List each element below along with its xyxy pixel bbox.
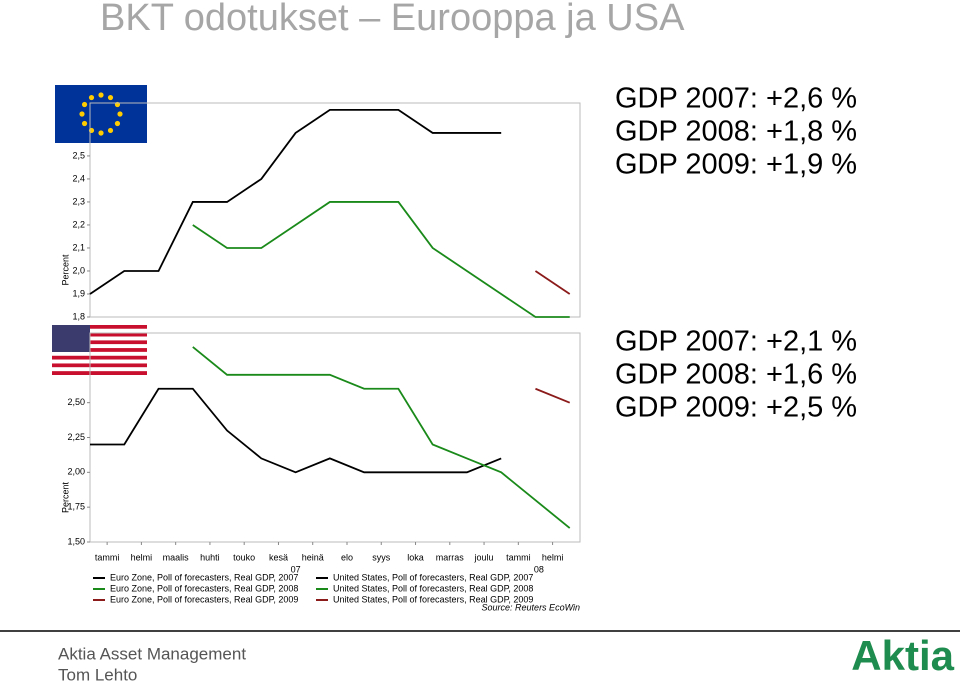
x-tick-label: huhti	[200, 552, 220, 562]
y-tick-label: 2,4	[72, 173, 85, 183]
y-axis-label: Percent	[60, 254, 70, 286]
plot-frame	[89, 332, 581, 543]
x-tick-label: elo	[341, 552, 353, 562]
flag-stripe	[52, 359, 147, 364]
y-tick-label: 2,50	[67, 397, 85, 407]
y-axis-label: Percent	[60, 481, 70, 513]
y-tick-label: 2,1	[72, 242, 85, 252]
legend-label: United States, Poll of forecasters, Real…	[333, 583, 533, 593]
flag-stripe	[52, 363, 147, 368]
y-tick-label: 2,5	[72, 150, 85, 160]
flag-star	[88, 94, 95, 101]
flag-star	[107, 94, 114, 101]
y-tick-label: 2,00	[67, 467, 85, 477]
flag-stripe	[52, 355, 147, 360]
flag-star	[114, 120, 121, 127]
flag-star	[79, 111, 85, 117]
flag-canton	[52, 325, 90, 352]
y-tick-label: 2,0	[72, 265, 85, 275]
legend-label: United States, Poll of forecasters, Real…	[333, 572, 533, 582]
y-tick-label: 2,2	[72, 219, 85, 229]
x-tick-label: helmi	[131, 552, 153, 562]
x-tick-label: joulu	[474, 552, 494, 562]
x-tick-label: kesä	[269, 552, 288, 562]
series-line	[89, 109, 502, 295]
footer-company: Aktia Asset Management	[58, 644, 246, 663]
y-tick-label: 2,3	[72, 196, 85, 206]
flag-star	[98, 92, 104, 98]
legend-label: Euro Zone, Poll of forecasters, Real GDP…	[110, 583, 298, 593]
flag-stripe	[52, 325, 147, 329]
x-tick-label: marras	[436, 552, 465, 562]
series-line	[192, 346, 571, 529]
y-tick-label: 1,8	[72, 311, 85, 321]
y-tick-label: 2,25	[67, 432, 85, 442]
plot-frame	[89, 102, 581, 318]
flag-stripe	[52, 328, 147, 333]
legend-label: Euro Zone, Poll of forecasters, Real GDP…	[110, 572, 298, 582]
x-tick-label: maalis	[163, 552, 190, 562]
flag-stripe	[52, 332, 147, 337]
flag-star	[117, 111, 123, 117]
y-tick-label: 1,9	[72, 288, 85, 298]
flag-star	[81, 120, 88, 127]
footer-author: Tom Lehto	[58, 665, 137, 681]
series-line	[535, 387, 571, 404]
year-label: 07	[291, 564, 301, 574]
flag-stars	[79, 92, 123, 136]
x-tick-label: tammi	[95, 552, 120, 562]
flag-stripe	[52, 371, 147, 375]
series-line	[534, 270, 571, 295]
source: Source: Reuters EcoWin	[482, 602, 580, 612]
flag-star	[107, 127, 114, 134]
eu-flag	[55, 85, 147, 143]
flag-stripe	[52, 344, 147, 349]
x-tick-label: tammi	[506, 552, 531, 562]
x-tick-label: loka	[407, 552, 424, 562]
flag-stripe	[52, 348, 147, 352]
flag-stripe	[52, 367, 147, 372]
gdp-forecast: GDP 2008: +1,6 %	[615, 359, 857, 391]
gdp-forecast: GDP 2008: +1,8 %	[615, 116, 857, 148]
x-tick-label: touko	[233, 552, 255, 562]
logo: Aktia	[851, 632, 954, 679]
flag-stripe	[52, 340, 147, 345]
flag-star	[81, 101, 88, 108]
y-tick-label: 1,75	[67, 502, 85, 512]
us-flag	[52, 325, 147, 375]
legend-label: United States, Poll of forecasters, Real…	[333, 594, 533, 604]
x-tick-label: heinä	[302, 552, 324, 562]
gdp-forecast: GDP 2007: +2,6 %	[615, 83, 857, 115]
flag-stripe	[52, 336, 147, 341]
series-line	[90, 387, 502, 474]
gdp-forecast: GDP 2009: +1,9 %	[615, 149, 857, 181]
gdp-forecast: GDP 2009: +2,5 %	[615, 392, 857, 424]
x-tick-label: syys	[372, 552, 391, 562]
flag-star	[98, 130, 104, 136]
y-tick-label: 1,50	[67, 536, 85, 546]
flag-stripe	[52, 351, 147, 356]
slide-title: BKT odotukset – Eurooppa ja USA	[100, 0, 685, 39]
x-tick-label: helmi	[542, 552, 564, 562]
gdp-forecast: GDP 2007: +2,1 %	[615, 326, 857, 358]
year-label: 08	[534, 564, 544, 574]
series-line	[192, 201, 570, 318]
legend-label: Euro Zone, Poll of forecasters, Real GDP…	[110, 594, 298, 604]
